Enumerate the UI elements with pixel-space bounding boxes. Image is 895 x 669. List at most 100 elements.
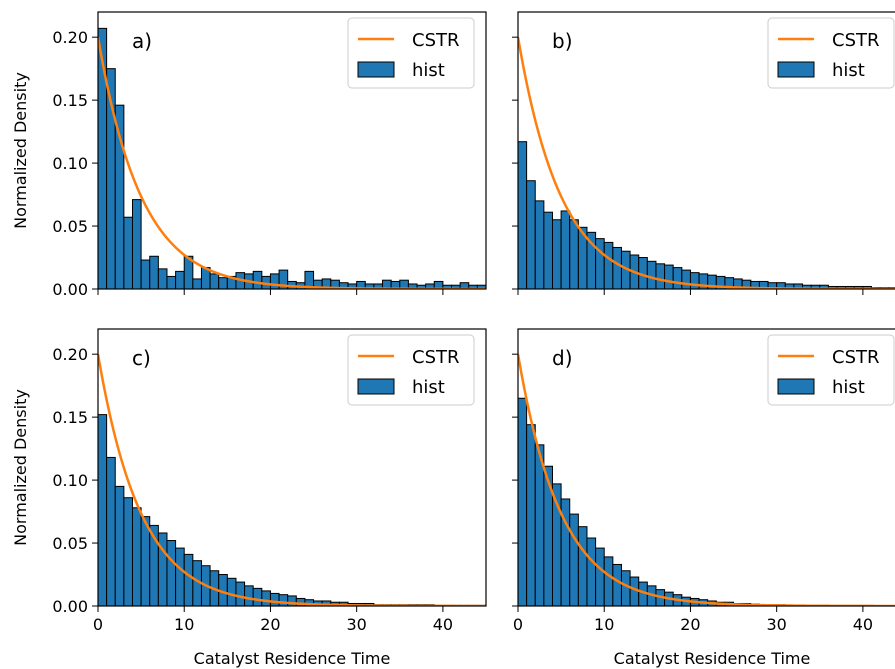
legend-cstr-label: CSTR: [832, 30, 880, 51]
legend-cstr-label: CSTR: [832, 347, 880, 368]
histogram-bar: [114, 104, 125, 289]
legend-hist-swatch: [777, 61, 815, 78]
y-tick-label: 0.00: [52, 280, 88, 299]
histogram-bar: [244, 585, 254, 606]
axes-frame: [97, 328, 487, 607]
histogram-bar: [261, 590, 271, 606]
x-tick-label: 10: [594, 615, 614, 634]
axes-frame: [97, 11, 487, 290]
histogram-bar: [235, 581, 246, 606]
panel-label: d): [552, 346, 573, 370]
histogram-bar: [551, 219, 562, 289]
legend-hist-swatch: [777, 378, 815, 395]
histogram-bar: [140, 259, 151, 289]
histogram-bar: [612, 563, 622, 606]
histogram-bar: [681, 269, 691, 289]
histogram-bar: [646, 260, 657, 289]
histogram-bar: [131, 199, 142, 289]
panel-a: 0.00 0.05 0.10 0.15 0.20 Normalized Density a)…: [11, 11, 487, 299]
y-tick-label: 0.20: [52, 28, 88, 47]
histogram-bar: [595, 238, 605, 289]
legend-hist-swatch: [357, 378, 395, 395]
histogram-bar: [672, 267, 683, 289]
x-tick-label: 0: [93, 615, 103, 634]
histogram-bar: [106, 456, 116, 606]
histogram-bar: [192, 278, 202, 289]
histogram-bar: [269, 273, 280, 289]
legend-hist-label: hist: [412, 60, 445, 81]
histogram-bar: [518, 397, 528, 606]
legend-hist-label: hist: [832, 377, 865, 398]
y-tick-label: 0.15: [52, 408, 88, 427]
x-axis-label: Catalyst Residence Time: [194, 649, 391, 668]
x-tick-label: 30: [346, 615, 366, 634]
legend-hist-label: hist: [412, 377, 445, 398]
y-tick-label: 0.10: [52, 154, 88, 173]
histogram-bar: [183, 255, 194, 289]
histogram-bar: [569, 513, 579, 606]
y-axis-label: Normalized Density: [11, 389, 30, 546]
histogram-bar: [278, 594, 289, 606]
x-tick-label: 20: [260, 615, 280, 634]
y-tick-label: 0.05: [52, 534, 88, 553]
x-tick-label: 10: [174, 615, 194, 634]
histogram-bar: [534, 200, 545, 289]
x-tick-label: 0: [513, 615, 523, 634]
y-tick-label: 0.20: [52, 345, 88, 364]
plot-area: [518, 353, 895, 606]
histogram-bar: [560, 210, 571, 289]
histogram-bar: [603, 241, 614, 289]
histogram-bar: [131, 507, 142, 606]
histogram-bar: [98, 414, 108, 606]
panel-label: a): [132, 29, 152, 53]
x-tick-label: 40: [433, 615, 453, 634]
legend-cstr-label: CSTR: [412, 347, 460, 368]
histogram-bar: [620, 570, 631, 606]
histogram-bar: [534, 444, 545, 606]
histogram-bar: [526, 424, 536, 606]
panel-label: b): [552, 29, 573, 53]
panel-c: 0.00 0.05 0.10 0.15 0.20 0 10 20 30 40 Normalized …: [11, 328, 487, 668]
legend-cstr-label: CSTR: [412, 30, 460, 51]
histogram-bar: [123, 216, 133, 289]
histogram-bar: [526, 180, 536, 289]
histogram-bar: [114, 485, 125, 606]
x-tick-label: 40: [853, 615, 873, 634]
histogram-bar: [175, 270, 185, 289]
histogram-bar: [586, 537, 597, 606]
histogram-bar: [689, 272, 700, 289]
histogram-bar: [518, 141, 528, 289]
histogram-bar: [183, 553, 194, 606]
histogram-bar: [664, 264, 674, 289]
histogram-bar: [166, 275, 177, 289]
x-axis-label: Catalyst Residence Time: [614, 649, 811, 668]
histogram-bar: [226, 577, 237, 606]
legend-hist-swatch: [357, 61, 395, 78]
y-tick-label: 0.10: [52, 471, 88, 490]
histogram-bar: [149, 255, 159, 289]
panel-d: 0 10 20 30 40 Catalyst Residence Time d) CSTR hi…: [512, 328, 895, 668]
y-axis-label: Normalized Density: [11, 72, 30, 229]
x-tick-label: 20: [680, 615, 700, 634]
panel-label: c): [132, 346, 151, 370]
histogram-bar: [209, 273, 220, 289]
histogram-bar: [123, 497, 133, 606]
histogram-bar: [278, 269, 289, 289]
histogram-bar: [612, 246, 622, 289]
axes-frame: [517, 328, 895, 607]
histogram-bar: [603, 556, 614, 606]
x-tick-label: 30: [766, 615, 786, 634]
histogram-bar: [218, 277, 228, 289]
panel-b: b) CSTR hist: [512, 11, 895, 295]
plot-area: [98, 353, 486, 606]
histogram-bar: [166, 540, 177, 606]
histogram-bar: [175, 547, 185, 606]
histogram-bar: [569, 219, 579, 289]
histogram-bar: [577, 526, 588, 606]
y-tick-label: 0.15: [52, 91, 88, 110]
histogram-bar: [252, 270, 263, 289]
axes-frame: [517, 11, 895, 290]
y-tick-label: 0.00: [52, 597, 88, 616]
y-tick-label: 0.05: [52, 217, 88, 236]
